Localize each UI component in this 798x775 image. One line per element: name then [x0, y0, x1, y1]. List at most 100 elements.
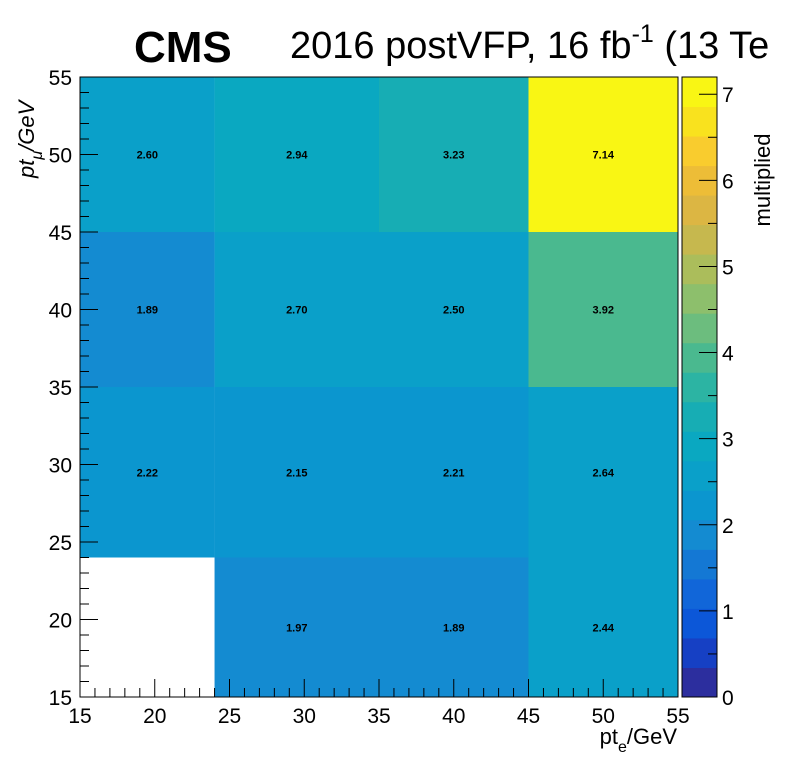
- x-tick-label: 20: [143, 705, 166, 728]
- x-tick-label: 25: [218, 705, 241, 728]
- heatmap-cell: [379, 387, 529, 558]
- y-tick-label: 15: [49, 687, 72, 710]
- heatmap-cell: [80, 77, 215, 232]
- cell-value-label: 1.97: [286, 622, 307, 634]
- heatmap-cell: [214, 387, 379, 558]
- y-tick-label: 35: [49, 377, 72, 400]
- cell-value-label: 3.92: [593, 305, 614, 317]
- color-scale-step: [682, 549, 717, 580]
- x-tick-label: 45: [517, 705, 540, 728]
- color-scale-step: [682, 490, 717, 521]
- experiment-label: CMS: [134, 23, 232, 72]
- heatmap-cell: [214, 232, 379, 387]
- cell-value-label: 7.14: [593, 150, 615, 162]
- lumi-prefix: 2016 postVFP, 16 fb: [290, 25, 632, 67]
- heatmap-cell: [379, 557, 529, 697]
- y-axis-ticks: [80, 76, 98, 698]
- x-axis-title-sub: e: [618, 739, 627, 756]
- heatmap-cell: [379, 77, 529, 232]
- y-axis-title-tail: /GeV: [14, 98, 39, 152]
- heatmap-plot: 1.97 1.89 2.44 2.22 2.15 2.21 2.64 1.89 2.70 2.50…: [49, 67, 690, 728]
- color-scale-tick-label: 4: [722, 343, 734, 366]
- heatmap-cell: [528, 387, 678, 558]
- color-scale-step: [682, 283, 717, 314]
- cell-value-label: 2.21: [443, 467, 464, 479]
- y-tick-label: 55: [49, 67, 72, 90]
- heatmap-cell: [379, 232, 529, 387]
- color-scale: 0 1 2 3 4 5 6 7 multiplied: [681, 76, 775, 710]
- color-scale-tick-label: 1: [722, 601, 734, 624]
- cell-value-label: 1.89: [137, 305, 158, 317]
- y-tick-label: 40: [49, 300, 72, 323]
- y-axis-tick-labels: 15 20 25 30 35 40 45 50 55: [49, 67, 72, 710]
- x-tick-label: 35: [367, 705, 390, 728]
- cell-value-label: 2.94: [286, 150, 308, 162]
- heatmap-cell: [214, 77, 379, 232]
- x-axis-tick-labels: 15 20 25 30 35 40 45 50 55: [68, 705, 689, 728]
- cell-value-label: 2.60: [137, 150, 158, 162]
- color-scale-step: [682, 254, 717, 285]
- cell-value-label: 2.50: [443, 305, 464, 317]
- heatmap-cell: [80, 232, 215, 387]
- cell-value-label: 2.15: [286, 467, 307, 479]
- y-axis-title-main: pt: [14, 159, 39, 179]
- luminosity-label: 2016 postVFP, 16 fb-1 (13 Te: [290, 20, 769, 67]
- color-scale-step: [682, 372, 717, 403]
- lumi-suffix: (13 Te: [654, 25, 769, 67]
- x-axis-ticks: [79, 679, 679, 697]
- color-scale-ticks: [699, 93, 717, 698]
- cell-value-label: 2.70: [286, 305, 307, 317]
- heatmap-cell: [528, 557, 678, 697]
- heatmap-cells: [80, 77, 678, 697]
- color-scale-tick-label: 5: [722, 256, 734, 279]
- color-scale-steps: [682, 77, 717, 698]
- color-scale-step: [682, 313, 717, 344]
- y-axis-title-sub: μ: [29, 151, 46, 161]
- y-tick-label: 30: [49, 455, 72, 478]
- color-scale-step: [682, 401, 717, 432]
- y-tick-label: 20: [49, 610, 72, 633]
- color-scale-step: [682, 106, 717, 137]
- color-scale-tick-label: 3: [722, 429, 734, 452]
- color-scale-step: [682, 136, 717, 167]
- heatmap-cell: [80, 387, 215, 558]
- x-axis-title-main: pt: [600, 724, 618, 749]
- color-scale-step: [682, 667, 717, 698]
- heatmap-cell-labels: 1.97 1.89 2.44 2.22 2.15 2.21 2.64 1.89 2.70 2.50…: [137, 150, 615, 635]
- heatmap-cell: [214, 557, 379, 697]
- color-scale-tick-label: 2: [722, 515, 734, 538]
- x-tick-label: 50: [592, 705, 615, 728]
- cell-value-label: 2.64: [593, 467, 615, 479]
- x-axis-title-tail: /GeV: [627, 724, 677, 749]
- y-axis-title: ptμ/GeV: [14, 98, 46, 179]
- color-scale-tick-label: 0: [722, 687, 734, 710]
- color-scale-tick-label: 6: [722, 170, 734, 193]
- x-tick-label: 30: [293, 705, 316, 728]
- color-scale-step: [682, 195, 717, 226]
- cell-value-label: 2.22: [137, 467, 158, 479]
- color-scale-step: [682, 224, 717, 255]
- color-scale-step: [682, 77, 717, 108]
- y-tick-label: 45: [49, 222, 72, 245]
- cell-value-label: 2.44: [593, 622, 615, 634]
- heatmap-cell: [528, 232, 678, 387]
- x-tick-label: 15: [68, 705, 91, 728]
- x-axis-title: pte/GeV: [600, 724, 678, 756]
- y-tick-label: 50: [49, 145, 72, 168]
- color-scale-step: [682, 431, 717, 462]
- y-tick-label: 25: [49, 532, 72, 555]
- color-scale-step: [682, 342, 717, 373]
- color-scale-title: multiplied: [750, 134, 775, 227]
- color-scale-tick-label: 7: [722, 84, 734, 107]
- color-scale-step: [682, 608, 717, 639]
- color-scale-tick-labels: 0 1 2 3 4 5 6 7: [722, 84, 734, 710]
- color-scale-step: [682, 578, 717, 609]
- x-tick-label: 55: [666, 705, 689, 728]
- color-scale-step: [682, 637, 717, 668]
- cell-value-label: 3.23: [443, 150, 464, 162]
- heatmap-cell: [528, 77, 678, 232]
- lumi-exponent: -1: [632, 20, 654, 48]
- cell-value-label: 1.89: [443, 622, 464, 634]
- color-scale-step: [682, 460, 717, 491]
